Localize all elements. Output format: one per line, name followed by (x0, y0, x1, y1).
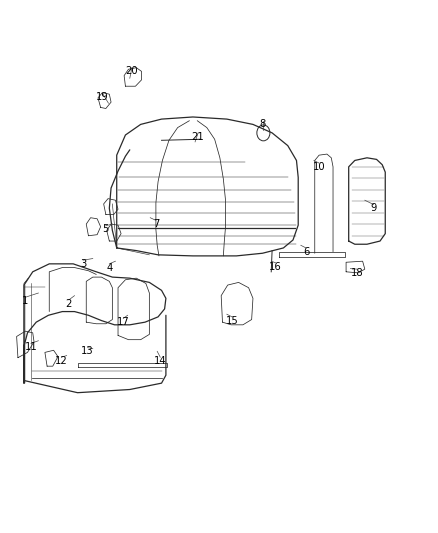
Text: 10: 10 (313, 162, 325, 172)
Text: 14: 14 (154, 356, 166, 366)
Text: 13: 13 (81, 346, 94, 357)
Text: 2: 2 (66, 298, 72, 309)
Text: 21: 21 (192, 132, 205, 142)
Text: 18: 18 (351, 268, 364, 278)
Text: 11: 11 (25, 342, 37, 352)
Text: 12: 12 (55, 356, 68, 366)
Text: 15: 15 (226, 316, 238, 326)
Text: 9: 9 (370, 203, 377, 213)
Text: 7: 7 (153, 219, 159, 229)
Text: 8: 8 (259, 119, 266, 130)
Text: 20: 20 (126, 67, 138, 76)
Text: 4: 4 (106, 263, 113, 272)
Text: 3: 3 (80, 259, 86, 269)
Text: 17: 17 (117, 317, 130, 327)
Text: 6: 6 (303, 247, 309, 257)
Text: 1: 1 (22, 296, 28, 306)
Text: 16: 16 (269, 262, 282, 271)
Text: 19: 19 (96, 92, 109, 102)
Text: 5: 5 (102, 224, 109, 235)
